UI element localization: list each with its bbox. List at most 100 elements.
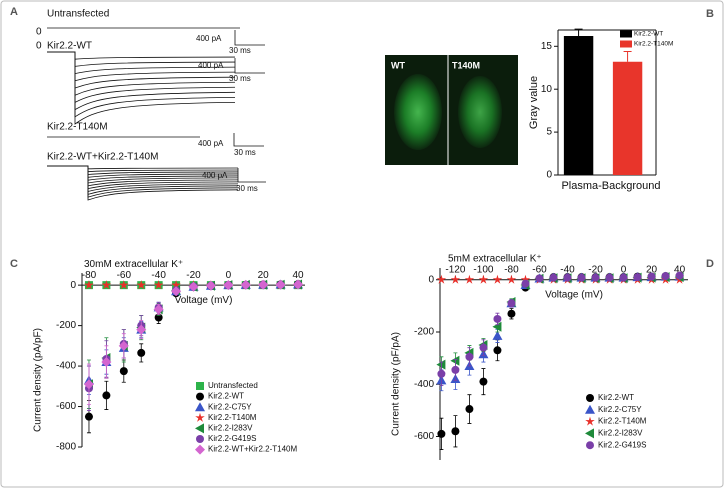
scale-bar xyxy=(233,133,264,147)
marker xyxy=(83,379,94,390)
trace xyxy=(47,165,239,201)
scale-label: 30 ms xyxy=(229,74,251,83)
marker xyxy=(521,279,530,288)
legend-marker xyxy=(196,392,204,401)
legend-label: Kir2.2-WT xyxy=(598,393,634,402)
y-tick-label: 0 xyxy=(428,274,434,285)
marker xyxy=(437,369,446,378)
legend-label: Kir2.2-G419S xyxy=(208,434,256,443)
x-tick-label: -60 xyxy=(532,264,547,275)
marker xyxy=(479,343,488,352)
legend-marker xyxy=(585,428,594,439)
legend-marker xyxy=(196,435,204,443)
legend-marker xyxy=(196,382,204,390)
marker xyxy=(479,377,488,386)
marker xyxy=(492,330,503,340)
marker xyxy=(101,280,112,290)
y-tick-label: 15 xyxy=(541,41,553,52)
scale-label: 30 ms xyxy=(229,46,251,55)
marker xyxy=(450,274,461,284)
x-axis-label: Voltage (mV) xyxy=(175,295,233,306)
x-tick-label: -20 xyxy=(186,270,201,281)
panel-letter: C xyxy=(10,258,18,270)
marker xyxy=(577,273,586,282)
marker xyxy=(240,279,251,290)
image-label: T140M xyxy=(452,60,480,70)
bar xyxy=(563,36,594,175)
marker xyxy=(478,274,489,284)
scale-bar xyxy=(234,58,265,74)
marker xyxy=(661,272,670,281)
x-tick-label: 40 xyxy=(674,264,686,275)
x-tick-label: 40 xyxy=(292,270,304,281)
marker xyxy=(535,274,544,283)
error-bar xyxy=(623,50,632,62)
trace-label: Kir2.2-WT+Kir2.2-T140M xyxy=(47,152,158,163)
marker xyxy=(507,299,516,308)
marker xyxy=(136,280,146,290)
marker xyxy=(436,274,447,284)
traces-panel: Untransfected 0 Kir2.2-WT 0 400 pA 30 ms… xyxy=(36,9,266,201)
y-tick-label: -800 xyxy=(56,442,76,453)
x-tick-label: -60 xyxy=(117,270,132,281)
marker xyxy=(549,273,558,282)
marker xyxy=(101,357,112,368)
marker xyxy=(492,274,503,284)
bar xyxy=(612,61,643,176)
y-tick-label: -600 xyxy=(414,431,434,442)
legend-marker xyxy=(195,423,204,434)
marker xyxy=(153,280,164,290)
marker xyxy=(136,324,147,335)
panel-letter: B xyxy=(706,8,714,20)
marker xyxy=(137,348,146,357)
legend-marker xyxy=(586,441,594,450)
legend-label: Kir2.2-G419S xyxy=(598,440,646,449)
marker xyxy=(591,273,600,282)
legend-label: Kir2.2-WT xyxy=(634,31,663,38)
trace-label: Kir2.2-WT xyxy=(47,41,92,52)
marker xyxy=(119,367,128,376)
legend-marker xyxy=(585,416,595,426)
x-axis-label: Voltage (mV) xyxy=(545,289,603,300)
y-axis-label: Current density (pF/pA) xyxy=(391,332,402,436)
legend-marker xyxy=(195,444,205,455)
marker xyxy=(563,273,572,282)
legend-label: Kir2.2-WT xyxy=(208,392,244,401)
marker xyxy=(465,352,474,361)
y-tick-label: -200 xyxy=(414,327,434,338)
marker xyxy=(223,280,234,291)
x-tick-label: -120 xyxy=(445,264,465,275)
legend-label: Kir2.2-I283V xyxy=(598,429,643,438)
legend-swatch xyxy=(620,40,632,48)
legend-label: Kir2.2-I283V xyxy=(208,424,253,433)
marker xyxy=(450,355,460,366)
trace xyxy=(47,51,236,125)
marker xyxy=(205,280,216,291)
marker xyxy=(605,273,614,282)
legend-label: Kir2.2-T140M xyxy=(634,41,673,48)
marker xyxy=(633,273,642,282)
zero-label: 0 xyxy=(36,41,42,52)
image-label: WT xyxy=(391,60,405,70)
marker xyxy=(520,274,531,284)
y-axis-label: Current density (pA/pF) xyxy=(33,328,44,432)
legend-label: Untransfected xyxy=(208,381,258,390)
marker xyxy=(492,321,502,332)
marker xyxy=(493,346,502,355)
marker xyxy=(465,405,474,414)
marker xyxy=(647,272,656,281)
marker xyxy=(275,279,286,290)
scale-label: 400 pA xyxy=(196,34,222,43)
x-tick-label: 0 xyxy=(621,264,627,275)
x-tick-label: -20 xyxy=(588,264,603,275)
marker xyxy=(464,274,475,284)
marker xyxy=(118,340,129,351)
marker xyxy=(119,280,129,290)
x-tick-label: -100 xyxy=(473,264,493,275)
y-tick-label: -600 xyxy=(56,401,76,412)
marker xyxy=(437,429,446,438)
chart-title: 30mM extracellular K⁺ xyxy=(84,259,183,270)
scale-label: 30 ms xyxy=(236,184,258,193)
legend-label: Kir2.2-T140M xyxy=(598,417,647,426)
